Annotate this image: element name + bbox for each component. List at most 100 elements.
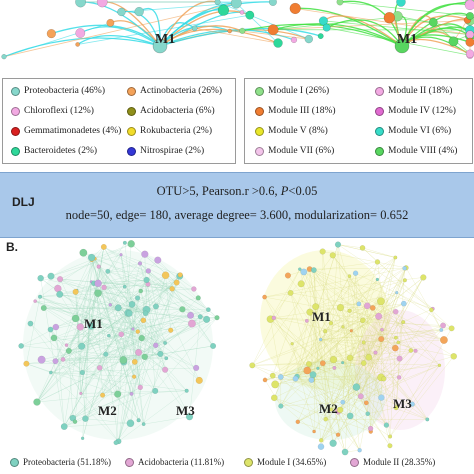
network-node	[138, 334, 145, 342]
network-node	[118, 331, 125, 338]
network-node	[76, 323, 84, 331]
network-node	[465, 49, 474, 58]
network-node	[100, 244, 107, 250]
network-node	[347, 274, 352, 278]
legend-dot	[127, 106, 136, 116]
network-node	[374, 259, 381, 265]
legend-item-module-8: Module VIII (4%)	[375, 146, 457, 156]
top-right-network	[239, 0, 474, 60]
network-node	[346, 412, 354, 420]
legend-dot	[375, 146, 384, 156]
legend-label: Acidobacteria (11.81%)	[138, 457, 225, 467]
network-node	[210, 342, 217, 349]
legend-item-bacteroidetes: Bacteroidetes (2%)	[11, 146, 97, 156]
network-node	[361, 340, 366, 345]
network-node	[360, 317, 366, 324]
network-node	[357, 393, 364, 400]
network-node	[309, 371, 317, 379]
network-node	[136, 418, 141, 423]
network-node	[304, 34, 314, 44]
network-node	[292, 375, 299, 382]
network-node	[132, 374, 137, 379]
network-node	[306, 308, 314, 316]
network-node	[268, 0, 277, 6]
network-node	[347, 308, 352, 313]
dlj-criteria-a: OTU>5, Pearson.r >0.6,	[156, 184, 281, 198]
network-node	[363, 302, 371, 310]
legend-item-module-2: Module II (18%)	[375, 86, 452, 96]
network-node	[137, 261, 143, 266]
network-node	[113, 440, 119, 446]
network-node	[465, 37, 474, 47]
network-node	[289, 2, 301, 15]
network-node	[79, 369, 85, 376]
legend-item-module-1: Module I (26%)	[255, 86, 329, 96]
network-node	[408, 348, 414, 353]
network-node	[94, 289, 102, 297]
legend-dot	[127, 86, 136, 96]
network-node	[375, 277, 380, 282]
network-node	[143, 276, 150, 284]
network-node	[393, 335, 398, 340]
b-right-network	[249, 241, 457, 456]
network-node	[448, 36, 459, 47]
legend-label: Module II (28.35%)	[363, 457, 436, 467]
network-node	[439, 328, 444, 332]
network-node	[193, 364, 200, 371]
network-node	[440, 322, 446, 329]
dlj-summary-band: DLJ OTU>5, Pearson.r >0.6, P<0.05 node=5…	[0, 172, 474, 238]
network-node	[413, 348, 418, 353]
legend-dot	[10, 457, 19, 467]
legend-item-module-7: Module VII (6%)	[255, 146, 334, 156]
legend-dot	[375, 126, 384, 136]
network-node	[168, 327, 174, 333]
network-node	[319, 248, 326, 255]
dlj-criteria: OTU>5, Pearson.r >0.6, P<0.05	[0, 184, 474, 199]
network-hub-node	[152, 38, 168, 54]
network-node	[141, 353, 148, 360]
network-node	[46, 28, 56, 39]
network-node	[56, 290, 64, 298]
network-node	[349, 329, 353, 333]
legend-dot	[255, 146, 264, 156]
network-node	[227, 28, 233, 34]
legend-item-module-6: Module VI (6%)	[375, 126, 451, 136]
network-node	[195, 376, 203, 384]
network-node	[365, 353, 373, 361]
network-node	[437, 363, 442, 367]
network-node	[60, 357, 66, 362]
network-node	[377, 297, 385, 306]
network-node	[323, 329, 328, 334]
network-node	[329, 252, 336, 259]
network-node	[329, 407, 334, 412]
network-node	[126, 419, 135, 428]
network-node	[360, 360, 367, 366]
top-left-module-label: M1	[155, 32, 176, 47]
network-node	[383, 422, 390, 428]
network-node	[75, 0, 87, 8]
legend-label: Module VIII (4%)	[388, 146, 458, 156]
b-right-module-m1: M1	[312, 309, 331, 324]
network-node	[154, 256, 162, 264]
legend-dot	[375, 106, 384, 116]
network-node	[184, 388, 189, 393]
legend-dot	[244, 457, 253, 467]
network-node	[27, 320, 34, 327]
legend-label: Module V (8%)	[268, 126, 328, 136]
network-node	[341, 448, 349, 456]
phylum-legend: Proteobacteria (46%) Actinobacteria (26%…	[2, 78, 236, 164]
network-node	[287, 289, 294, 296]
legend-dot	[255, 126, 264, 136]
network-node	[318, 16, 328, 26]
network-node	[187, 311, 195, 319]
network-node	[336, 303, 345, 312]
network-node	[297, 280, 305, 288]
b-left-module-m2: M2	[98, 403, 117, 418]
network-node	[249, 362, 256, 369]
network-node	[127, 240, 135, 248]
network-node	[450, 353, 457, 360]
network-node	[448, 325, 455, 332]
legend-label: Acidobacteria (6%)	[140, 106, 215, 116]
network-node	[128, 300, 136, 308]
